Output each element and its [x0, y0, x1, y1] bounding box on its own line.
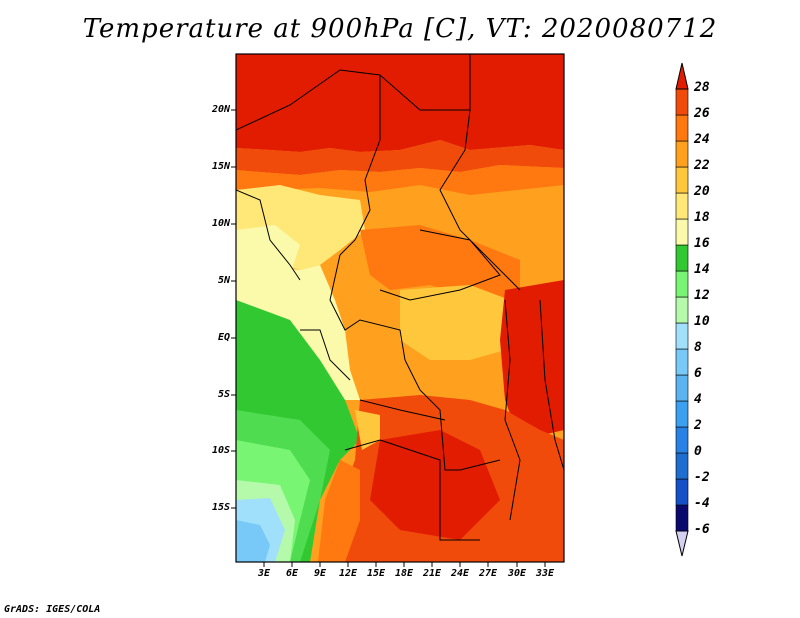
- colorbar-label: -2: [694, 470, 710, 485]
- colorbar-label: 2: [694, 418, 702, 433]
- colorbar-bin: [675, 244, 689, 272]
- temperature-field: [236, 54, 564, 562]
- colorbar-label: -6: [694, 522, 710, 537]
- colorbar-label: -4: [694, 496, 710, 511]
- lon-label: 27E: [478, 568, 498, 579]
- colorbar-bin: [675, 192, 689, 220]
- software-credit: GrADS: IGES/COLA: [4, 604, 101, 615]
- colorbar-label: 26: [694, 106, 710, 121]
- lon-label: 12E: [338, 568, 358, 579]
- colorbar-label: 14: [694, 262, 710, 277]
- colorbar-label: 28: [694, 80, 710, 95]
- colorbar-bin: [675, 140, 689, 168]
- lon-label: 24E: [450, 568, 470, 579]
- lon-label: 9E: [313, 568, 327, 579]
- lon-ticks: [263, 562, 546, 567]
- lat-label: 20N: [211, 104, 230, 115]
- map-frame: [235, 53, 565, 563]
- colorbar-bin: [675, 374, 689, 402]
- lon-label: 18E: [394, 568, 414, 579]
- colorbar-label: 12: [694, 288, 710, 303]
- country-borders: [236, 54, 564, 541]
- colorbar-label: 16: [694, 236, 710, 251]
- lon-label: 21E: [422, 568, 442, 579]
- colorbar-bin: [675, 348, 689, 376]
- colorbar-bin: [675, 400, 689, 428]
- colorbar-bin: [675, 166, 689, 194]
- colorbar-bin: [675, 114, 689, 142]
- colorbar-label: 6: [694, 366, 702, 381]
- colorbar-bin: [675, 504, 689, 532]
- colorbar-low-arrow: [675, 530, 689, 557]
- colorbar-bin: [675, 452, 689, 480]
- lon-label: 3E: [257, 568, 271, 579]
- colorbar-label: 20: [694, 184, 710, 199]
- lat-label: 5N: [217, 275, 230, 286]
- lon-label: 6E: [285, 568, 299, 579]
- lat-label: 10N: [211, 218, 230, 229]
- lat-label: 15S: [211, 502, 230, 513]
- colorbar-label: 22: [694, 158, 710, 173]
- colorbar-label: 10: [694, 314, 710, 329]
- colorbar-bin: [675, 478, 689, 506]
- lat-label: 15N: [211, 161, 230, 172]
- lon-label: 33E: [535, 568, 555, 579]
- colorbar-label: 24: [694, 132, 710, 147]
- lat-ticks: [231, 109, 236, 509]
- colorbar-bin: [675, 218, 689, 246]
- colorbar-bin: [675, 88, 689, 116]
- colorbar-high-arrow: [675, 62, 689, 90]
- lon-label: 30E: [507, 568, 527, 579]
- lon-label: 15E: [366, 568, 386, 579]
- lat-label: 10S: [211, 445, 230, 456]
- colorbar-bin: [675, 426, 689, 454]
- colorbar-bin: [675, 270, 689, 298]
- lat-label: EQ: [217, 332, 230, 343]
- colorbar: [675, 62, 689, 557]
- colorbar-label: 8: [694, 340, 702, 355]
- map-title: Temperature at 900hPa [C], VT: 202008071…: [82, 14, 718, 44]
- colorbar-label: 18: [694, 210, 710, 225]
- colorbar-label: 4: [694, 392, 702, 407]
- colorbar-label: 0: [694, 444, 702, 459]
- colorbar-bin: [675, 296, 689, 324]
- colorbar-bin: [675, 322, 689, 350]
- lat-label: 5S: [217, 389, 230, 400]
